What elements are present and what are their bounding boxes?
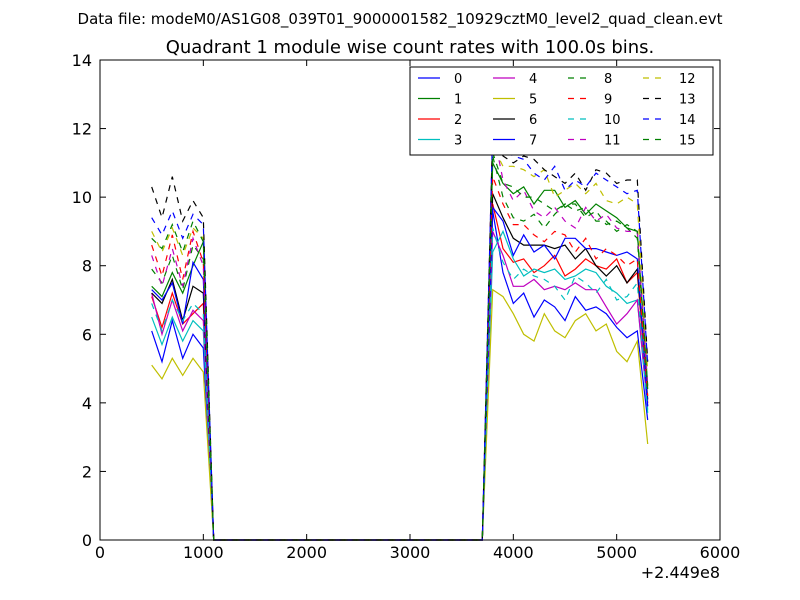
legend-label-4: 4: [529, 72, 537, 87]
y-tick-label: 12: [72, 120, 92, 139]
legend-label-15: 15: [679, 134, 696, 149]
legend-label-7: 7: [529, 134, 537, 149]
y-tick-label: 10: [72, 188, 92, 207]
x-tick-label: 4000: [493, 543, 534, 562]
plot-frame: [99, 59, 721, 541]
legend-label-0: 0: [454, 72, 462, 87]
x-tick-label: 1000: [183, 543, 224, 562]
x-tick-label: 3000: [390, 543, 431, 562]
legend-label-5: 5: [529, 93, 537, 108]
x-offset-label: +2.449e8: [641, 563, 720, 582]
legend-label-2: 2: [454, 113, 462, 128]
legend-label-10: 10: [604, 113, 621, 128]
x-tick-label: 6000: [700, 543, 741, 562]
chart-title: Quadrant 1 module wise count rates with …: [166, 37, 655, 58]
y-tick-label: 4: [82, 394, 92, 413]
legend-label-6: 6: [529, 113, 537, 128]
x-tick-label: 5000: [596, 543, 637, 562]
legend-label-13: 13: [679, 93, 696, 108]
legend-label-12: 12: [679, 72, 696, 87]
legend-label-8: 8: [604, 72, 612, 87]
chart-suptitle: Data file: modeM0/AS1G08_039T01_90000015…: [78, 10, 723, 29]
legend-label-3: 3: [454, 134, 462, 149]
y-tick-label: 0: [82, 531, 92, 550]
legend-label-11: 11: [604, 134, 621, 149]
y-tick-label: 6: [82, 325, 92, 344]
legend-label-14: 14: [679, 113, 696, 128]
y-tick-label: 14: [72, 51, 92, 70]
x-tick-label: 2000: [286, 543, 327, 562]
legend-label-1: 1: [454, 93, 462, 108]
legend-frame: [409, 66, 714, 156]
y-tick-label: 2: [82, 462, 92, 481]
y-tick-label: 8: [82, 257, 92, 276]
series-line-9: [151, 176, 649, 541]
x-tick-label: 0: [95, 543, 105, 562]
legend-label-9: 9: [604, 93, 612, 108]
